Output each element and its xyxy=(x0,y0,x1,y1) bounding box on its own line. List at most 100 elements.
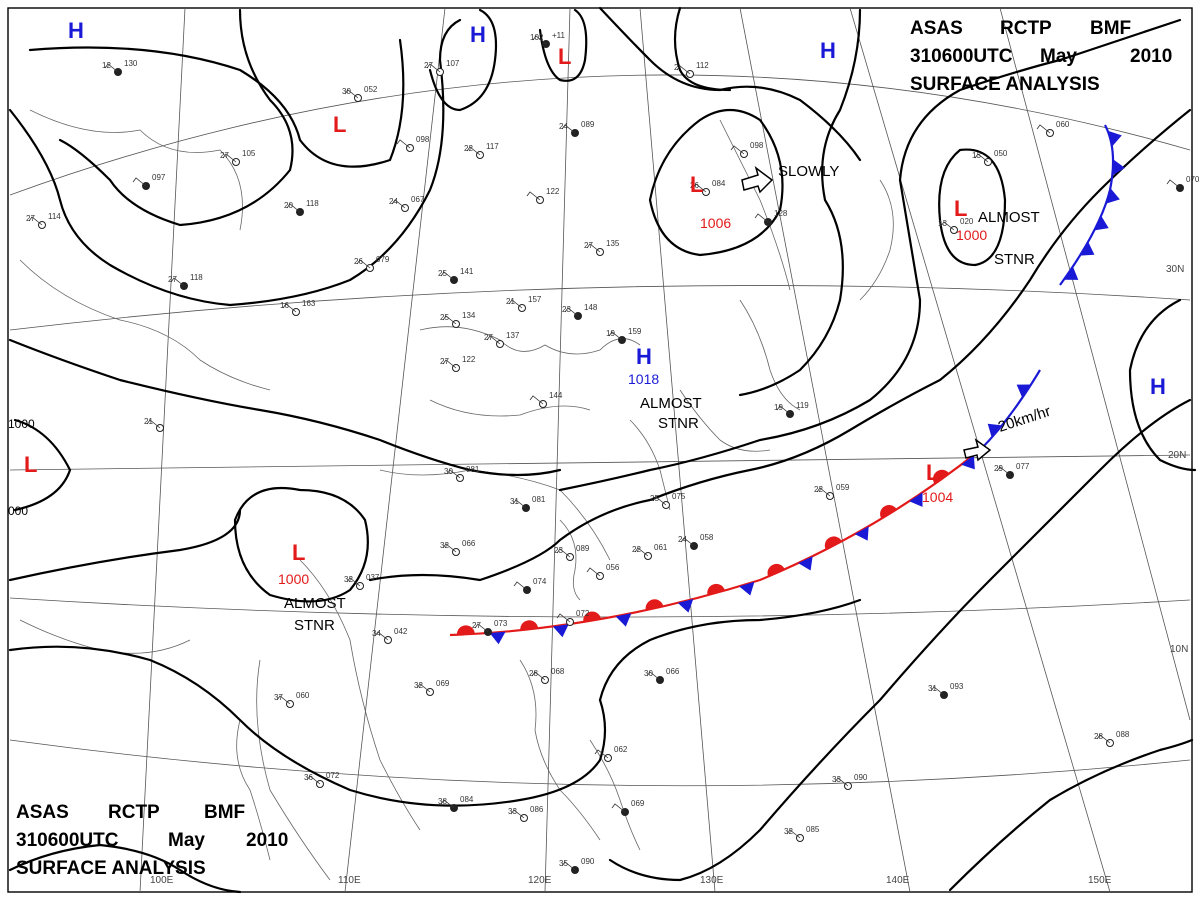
station-plot: 24 089 xyxy=(559,120,595,137)
wind-barb xyxy=(440,271,455,281)
station-pressure: 088 xyxy=(1116,730,1130,739)
station-plot: 32 085 xyxy=(784,825,820,842)
station-plot: 12 130 xyxy=(102,59,138,76)
station-plot: 25 075 xyxy=(650,492,686,509)
station-plot: 32 069 xyxy=(414,679,450,696)
station-pressure: 137 xyxy=(506,331,520,340)
station-plot: 056 xyxy=(586,563,620,580)
station-temperature: 12 xyxy=(102,61,111,70)
station-pressure: 084 xyxy=(460,795,474,804)
wind-barb xyxy=(356,259,371,269)
station-temperature: 23 xyxy=(554,546,563,555)
station-pressure: 089 xyxy=(576,544,590,553)
wind-barb xyxy=(104,63,119,73)
station-temperature: 26 xyxy=(354,257,363,266)
station-plot: 38 084 xyxy=(438,795,474,812)
header-word: BMF xyxy=(1090,18,1131,39)
wind-barb xyxy=(532,35,547,45)
station-temperature: 21 xyxy=(506,297,515,306)
station-pressure: 112 xyxy=(696,61,709,70)
station-temperature: 29 xyxy=(994,464,1003,473)
almost-stnr-label: STNR xyxy=(658,415,699,432)
station-pressure: 128 xyxy=(774,209,788,218)
wind-barb xyxy=(222,153,237,163)
station-temperature: 35 xyxy=(559,859,568,868)
isobar-label: 1000 xyxy=(8,417,35,431)
warm-front-symbol xyxy=(583,611,602,623)
cold-front-symbol xyxy=(1094,215,1109,231)
header-word: RCTP xyxy=(1000,18,1052,39)
station-plot: 24 058 xyxy=(678,533,714,550)
station-pressure: 081 xyxy=(466,465,480,474)
station-plot: 098 xyxy=(730,141,764,158)
wind-barb xyxy=(512,499,527,509)
cold-front-symbol xyxy=(489,631,506,645)
almost-stnr-label: ALMOST xyxy=(284,595,346,612)
high-pressure-value: 1018 xyxy=(628,371,659,387)
station-plot: 13 050 xyxy=(972,149,1008,166)
frontal-system xyxy=(449,124,1125,645)
station-temperature: 27 xyxy=(424,61,433,70)
wind-barb xyxy=(146,419,161,429)
station-temperature: 102 xyxy=(530,33,544,42)
station-pressure: 135 xyxy=(606,239,620,248)
wind-barb xyxy=(510,809,525,819)
longitude-lines xyxy=(139,7,1191,893)
station-pressure: 050 xyxy=(994,149,1008,158)
cold-front-symbol xyxy=(1016,384,1032,398)
station-temperature: 30 xyxy=(644,669,653,678)
station-pressure: 090 xyxy=(854,773,868,782)
station-plot: 070 xyxy=(1166,175,1200,192)
station-pressure: 073 xyxy=(494,619,508,628)
station-pressure: 061 xyxy=(654,543,668,552)
slowly-arrow xyxy=(741,166,774,194)
cold-front-symbol xyxy=(615,613,632,627)
wind-barb xyxy=(692,183,707,193)
warm-front-symbol xyxy=(824,536,842,550)
almost-stnr-label: STNR xyxy=(994,251,1035,268)
wind-barb xyxy=(28,216,43,226)
wind-barb xyxy=(396,139,411,149)
warm-front-symbol xyxy=(880,505,897,519)
wind-barb xyxy=(442,315,457,325)
station-plot: 27 122 xyxy=(440,355,476,372)
high-center: H xyxy=(68,18,84,43)
wind-barb xyxy=(940,221,955,231)
high-center: H xyxy=(1150,374,1166,399)
station-temperature: 25 xyxy=(650,494,659,503)
station-plot: 28 088 xyxy=(1094,730,1130,747)
station-temperature: 28 xyxy=(529,669,538,678)
latitude-label: 30N xyxy=(1166,264,1184,275)
wind-barb xyxy=(508,299,523,309)
station-temperature: 13 xyxy=(972,151,981,160)
low-center: L xyxy=(558,44,571,69)
station-plot: 19 119 xyxy=(774,401,809,418)
station-pressure: 072 xyxy=(576,609,590,618)
station-temperature: 32 xyxy=(414,681,423,690)
high-center: H xyxy=(820,38,836,63)
longitude-label: 140E xyxy=(886,875,910,886)
station-plot: 27 105 xyxy=(220,149,256,166)
wind-barb xyxy=(466,146,481,156)
station-pressure: 074 xyxy=(533,577,547,586)
wind-barb xyxy=(834,777,849,787)
coordinate-labels: 100E 110E 120E 130E 140E 150E 30N 20N 10… xyxy=(150,264,1188,886)
station-temperature: 25 xyxy=(440,313,449,322)
almost-stnr-label: STNR xyxy=(294,617,335,634)
header-word: 310600UTC xyxy=(16,830,119,851)
station-temperature: 22 xyxy=(632,545,641,554)
wind-barb xyxy=(1096,734,1111,744)
wind-barb xyxy=(974,153,989,163)
station-pressure: 119 xyxy=(796,401,809,410)
station-temperature: 27 xyxy=(26,214,35,223)
wind-barb xyxy=(786,829,801,839)
station-plot: 26 084 xyxy=(690,179,726,196)
station-pressure: 052 xyxy=(364,85,378,94)
cold-front-symbol xyxy=(961,454,975,470)
low-center: L xyxy=(926,460,939,485)
cold-front-symbol xyxy=(987,423,1003,438)
annotations: SLOWLY ALMOST STNR ALMOST STNR ALMOST ST… xyxy=(8,163,1053,634)
wind-barb xyxy=(442,543,457,553)
header-line: SURFACE ANALYSIS xyxy=(910,74,1100,95)
station-plot: 35 090 xyxy=(559,857,595,874)
